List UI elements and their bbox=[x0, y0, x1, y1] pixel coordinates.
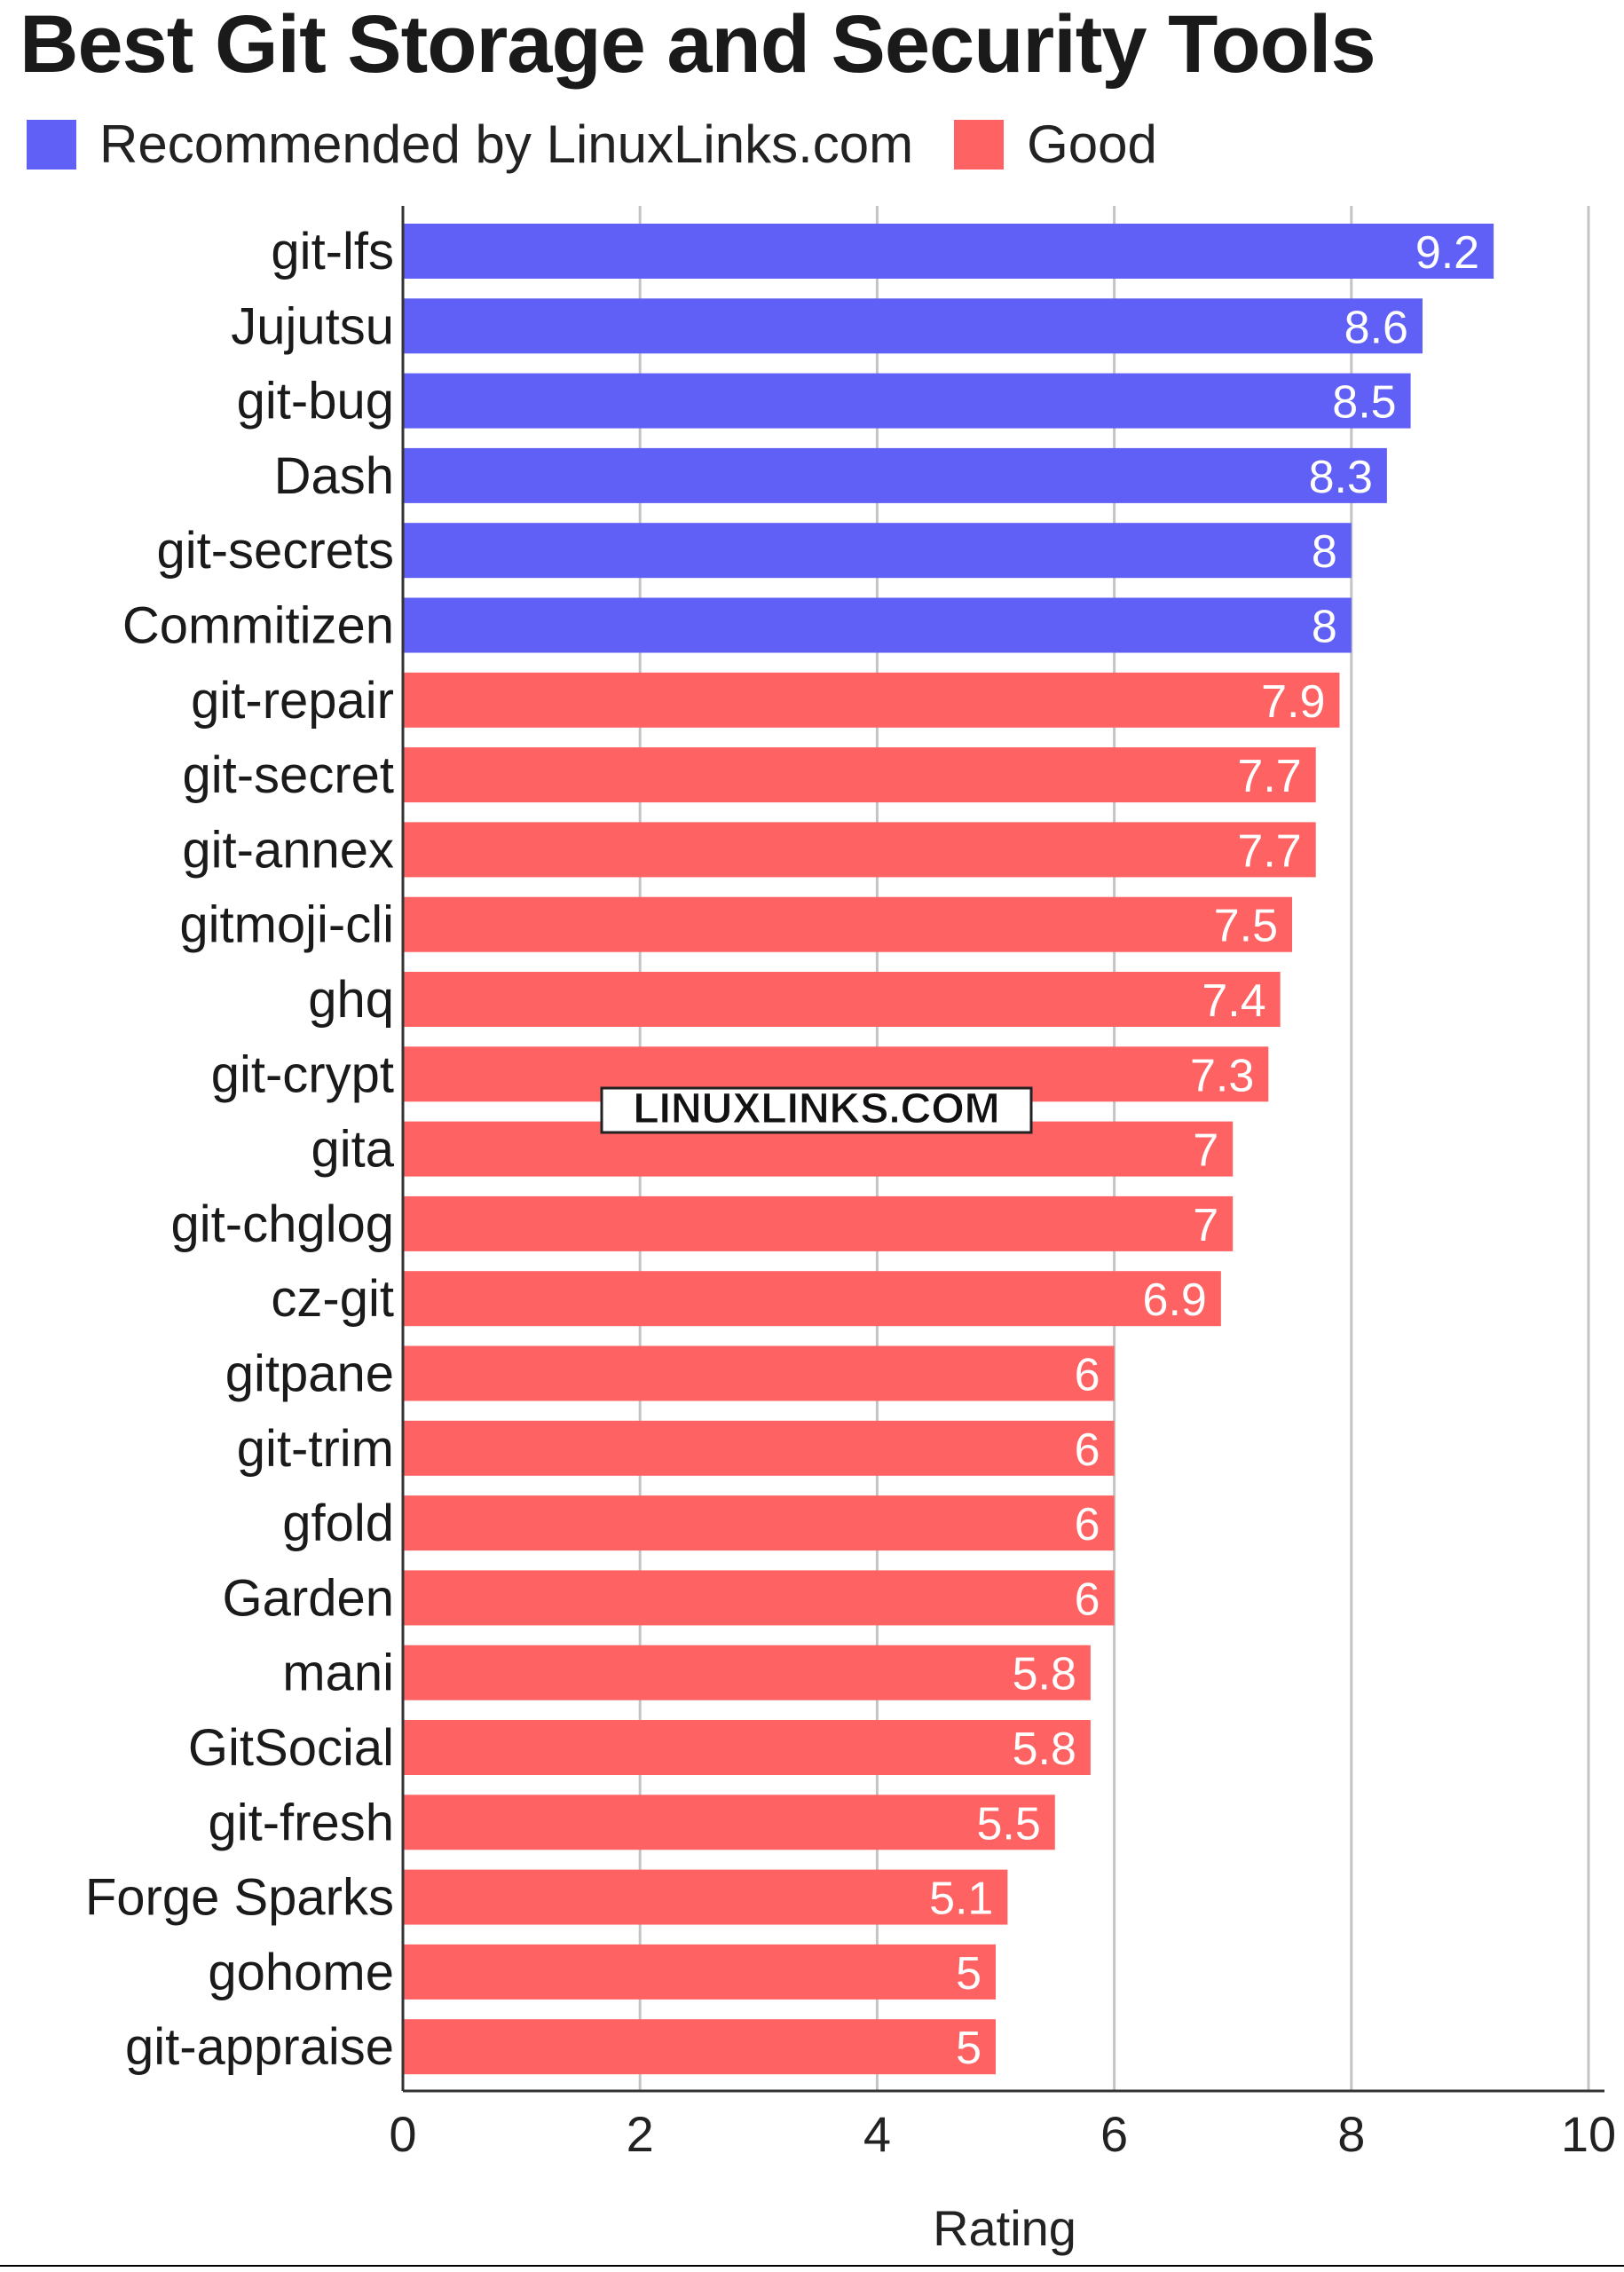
bar bbox=[403, 822, 1316, 878]
bar bbox=[403, 1195, 1234, 1251]
category-label: cz-git bbox=[271, 1270, 394, 1328]
x-tick-label: 4 bbox=[863, 2106, 891, 2162]
bar-value-label: 7 bbox=[1193, 1200, 1218, 1251]
bar bbox=[403, 1869, 1008, 1925]
x-tick-label: 2 bbox=[627, 2106, 654, 2162]
category-label: Dash bbox=[274, 447, 394, 505]
x-tick-label: 10 bbox=[1561, 2106, 1616, 2162]
bar bbox=[403, 972, 1281, 1027]
watermark: LINUXLINKS.COM bbox=[600, 1085, 1033, 1134]
bar-value-label: 8.3 bbox=[1309, 452, 1373, 503]
value-labels: 9.28.6 8.5 8.3 8 8 7.9 7.7 7.7 7.5 7.4 7.3 7 7 6.9 6 6 6… bbox=[929, 227, 1479, 2074]
x-tick-label: 8 bbox=[1337, 2106, 1365, 2162]
legend-swatch-recommended bbox=[27, 119, 76, 170]
category-label: git-annex bbox=[182, 821, 394, 879]
category-label: ghq bbox=[308, 971, 394, 1029]
chart-title: Best Git Storage and Security Tools bbox=[20, 0, 1376, 90]
bar bbox=[403, 597, 1352, 653]
bar bbox=[403, 447, 1387, 503]
bar-value-label: 5 bbox=[956, 2023, 981, 2074]
bar-value-label: 6 bbox=[1075, 1424, 1100, 1476]
bar-value-label: 8.6 bbox=[1344, 302, 1408, 353]
bar bbox=[403, 1944, 996, 2000]
bar-value-label: 7 bbox=[1193, 1125, 1218, 1177]
category-label: git-secret bbox=[182, 746, 394, 804]
x-axis: 0 2 4 6 8 10 Rating bbox=[389, 206, 1616, 2256]
legend-label-recommended: Recommended by LinuxLinks.com bbox=[99, 114, 914, 174]
bar bbox=[403, 672, 1340, 728]
bar-value-label: 5.8 bbox=[1013, 1724, 1076, 1775]
bar bbox=[403, 1795, 1055, 1850]
category-label: git-appraise bbox=[125, 2018, 394, 2076]
bar-value-label: 5.1 bbox=[929, 1874, 993, 1925]
bar-value-label: 5.8 bbox=[1013, 1649, 1076, 1700]
category-label: gita bbox=[311, 1121, 394, 1179]
bar-value-label: 7.7 bbox=[1237, 825, 1301, 877]
bar-value-label: 6 bbox=[1075, 1350, 1100, 1401]
x-tick-label: 0 bbox=[389, 2106, 416, 2162]
category-label: GitSocial bbox=[188, 1719, 394, 1777]
category-label: git-trim bbox=[237, 1420, 394, 1478]
bar bbox=[403, 1645, 1091, 1700]
bar-value-label: 7.9 bbox=[1261, 676, 1325, 728]
category-label: git-lfs bbox=[271, 223, 394, 280]
bar-value-label: 7.7 bbox=[1237, 751, 1301, 802]
bar bbox=[403, 1345, 1115, 1401]
category-label: gfold bbox=[282, 1495, 394, 1552]
legend-label-good: Good bbox=[1027, 114, 1157, 174]
category-label: Jujutsu bbox=[231, 297, 394, 355]
bar-value-label: 7.4 bbox=[1202, 975, 1265, 1027]
bar-value-label: 8 bbox=[1312, 526, 1337, 578]
category-label: Forge Sparks bbox=[85, 1869, 394, 1927]
bar bbox=[403, 523, 1352, 579]
bar bbox=[403, 896, 1292, 952]
bar-value-label: 5.5 bbox=[977, 1798, 1041, 1850]
watermark-background bbox=[600, 1086, 1033, 1134]
category-labels: git-lfs Jujutsu git-bug Dash git-secrets Comm… bbox=[85, 223, 395, 2076]
bar bbox=[403, 1570, 1115, 1626]
category-label: git-chglog bbox=[171, 1195, 394, 1253]
bar-value-label: 6 bbox=[1075, 1499, 1100, 1550]
bar-value-label: 7.5 bbox=[1214, 901, 1278, 952]
x-axis-title: Rating bbox=[933, 2200, 1076, 2256]
category-label: git-secrets bbox=[156, 522, 394, 580]
bar-value-label: 7.3 bbox=[1190, 1050, 1254, 1101]
bar-value-label: 8.5 bbox=[1332, 377, 1396, 429]
bar bbox=[403, 1420, 1115, 1476]
category-label: gitpane bbox=[225, 1345, 394, 1403]
bar bbox=[403, 224, 1494, 279]
category-label: git-crypt bbox=[211, 1045, 394, 1103]
bar bbox=[403, 747, 1316, 803]
bar bbox=[403, 2019, 996, 2075]
bar bbox=[403, 1271, 1221, 1327]
legend-swatch-good bbox=[954, 119, 1005, 170]
bar-value-label: 6 bbox=[1075, 1574, 1100, 1625]
category-label: Garden bbox=[223, 1569, 394, 1627]
category-label: gohome bbox=[208, 1944, 394, 2001]
bar-value-label: 6.9 bbox=[1143, 1274, 1207, 1326]
legend-item-good: Good bbox=[954, 114, 1157, 175]
bar bbox=[403, 1720, 1091, 1775]
bar-value-label: 8 bbox=[1312, 602, 1337, 653]
category-label: mani bbox=[282, 1645, 394, 1702]
category-label: Commitizen bbox=[122, 597, 394, 655]
watermark-text: LINUXLINKS.COM bbox=[633, 1085, 999, 1132]
legend: Recommended by LinuxLinks.com Good bbox=[27, 114, 1198, 175]
bar bbox=[403, 298, 1423, 354]
bar bbox=[403, 373, 1411, 429]
bottom-rule bbox=[0, 2265, 1624, 2267]
x-tick-label: 6 bbox=[1100, 2106, 1128, 2162]
category-label: git-fresh bbox=[208, 1794, 394, 1851]
bar-value-label: 5 bbox=[956, 1948, 981, 2000]
legend-item-recommended: Recommended by LinuxLinks.com bbox=[27, 114, 913, 175]
category-label: gitmoji-cli bbox=[179, 896, 394, 954]
category-label: git-repair bbox=[191, 672, 394, 730]
category-label: git-bug bbox=[237, 373, 394, 430]
bar bbox=[403, 1495, 1115, 1551]
bar-value-label: 9.2 bbox=[1415, 227, 1479, 279]
bars bbox=[403, 224, 1494, 2075]
